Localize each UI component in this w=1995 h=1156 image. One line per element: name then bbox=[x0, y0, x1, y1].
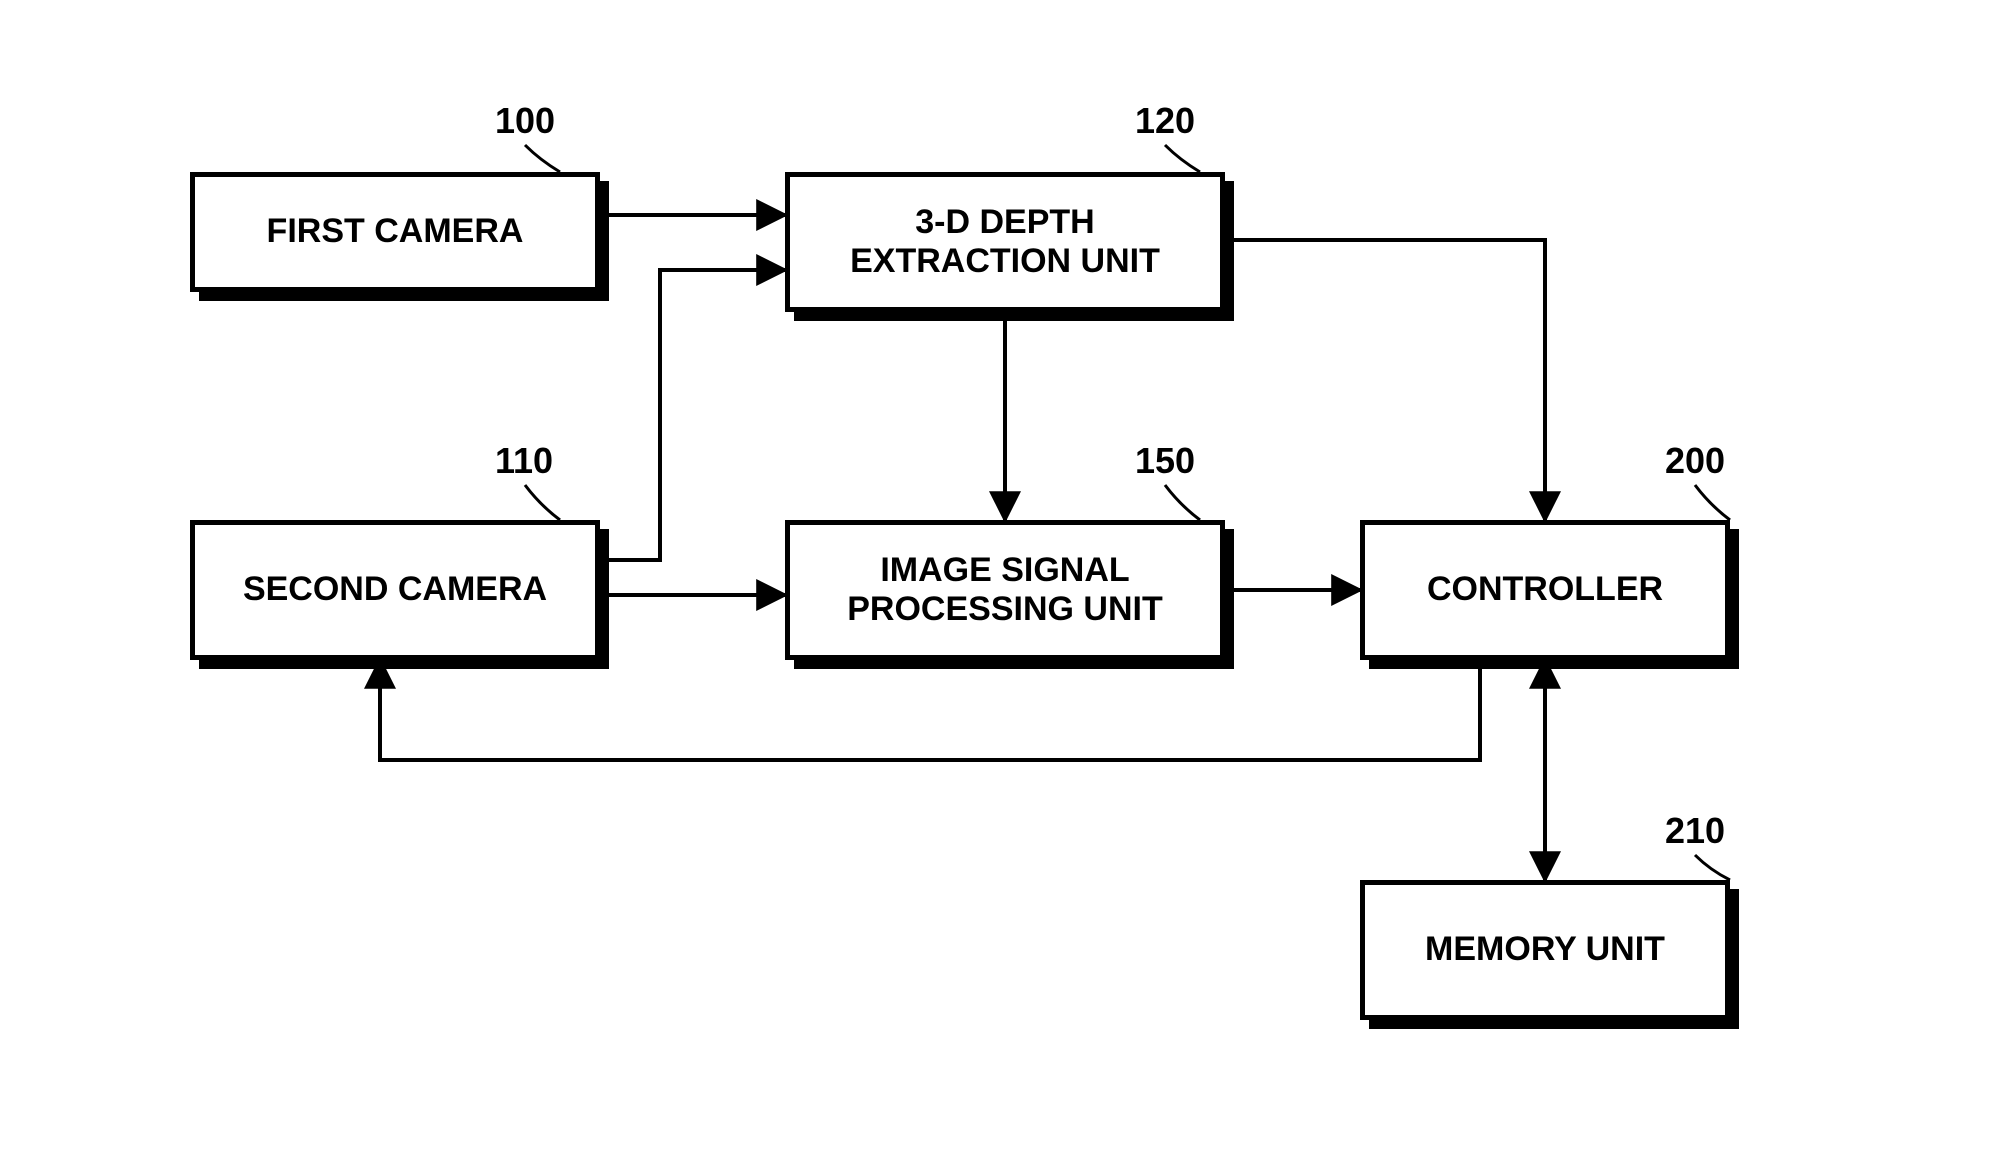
node-controller: CONTROLLER bbox=[1360, 520, 1730, 660]
node-memory_unit: MEMORY UNIT bbox=[1360, 880, 1730, 1020]
edge-second_camera-to-depth_unit bbox=[600, 270, 785, 560]
node-depth_unit: 3-D DEPTH EXTRACTION UNIT bbox=[785, 172, 1225, 312]
ref-label-controller: 200 bbox=[1665, 440, 1725, 482]
edge-depth_unit-to-controller bbox=[1225, 240, 1545, 520]
leader-line-isp_unit bbox=[1165, 485, 1200, 520]
leader-line-second_camera bbox=[525, 485, 560, 520]
leader-line-memory_unit bbox=[1695, 855, 1730, 880]
leader-line-controller bbox=[1695, 485, 1730, 520]
ref-label-second_camera: 110 bbox=[495, 440, 553, 482]
node-second_camera: SECOND CAMERA bbox=[190, 520, 600, 660]
node-isp_unit: IMAGE SIGNAL PROCESSING UNIT bbox=[785, 520, 1225, 660]
ref-label-isp_unit: 150 bbox=[1135, 440, 1195, 482]
ref-label-first_camera: 100 bbox=[495, 100, 555, 142]
leader-line-depth_unit bbox=[1165, 145, 1200, 172]
block-diagram: FIRST CAMERA 3-D DEPTH EXTRACTION UNIT SEC… bbox=[0, 0, 1995, 1156]
node-first_camera: FIRST CAMERA bbox=[190, 172, 600, 292]
edge-controller-to-second_camera bbox=[380, 660, 1480, 760]
ref-label-depth_unit: 120 bbox=[1135, 100, 1195, 142]
ref-label-memory_unit: 210 bbox=[1665, 810, 1725, 852]
leader-line-first_camera bbox=[525, 145, 560, 172]
